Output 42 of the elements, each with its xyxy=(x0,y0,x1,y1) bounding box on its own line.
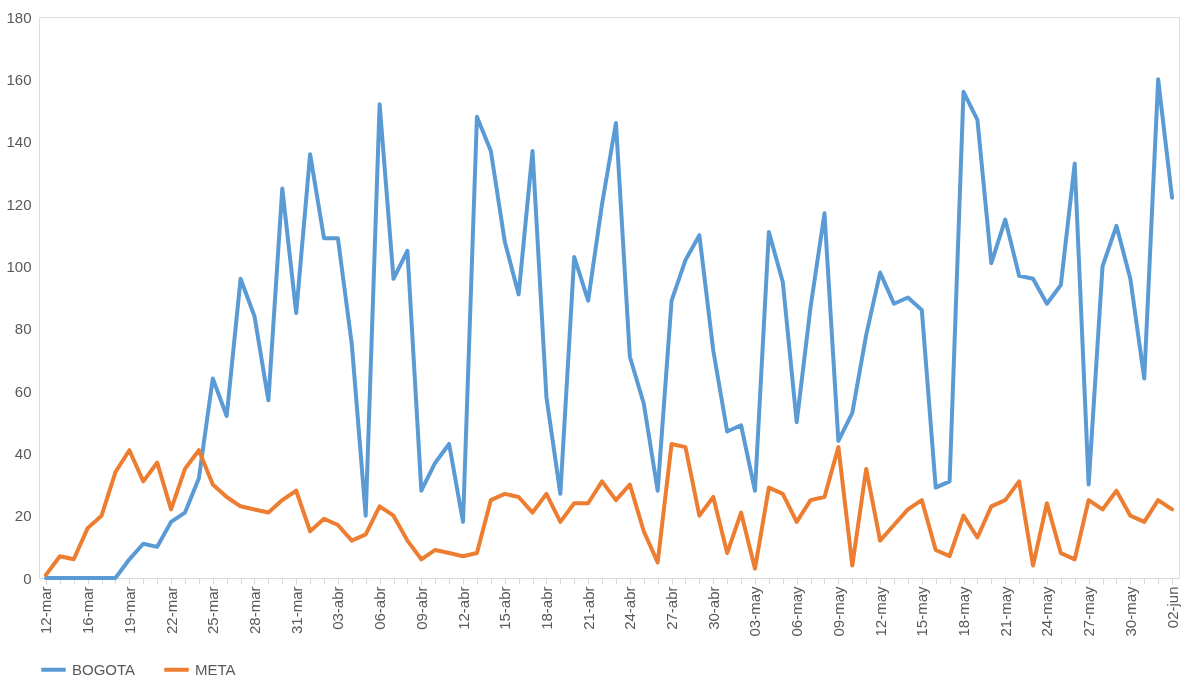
x-tick-label: 24-may xyxy=(1038,586,1056,637)
y-tick-label: 120 xyxy=(6,195,32,213)
x-tick-label: 28-mar xyxy=(245,586,263,635)
x-tick-label: 21-abr xyxy=(579,586,597,630)
x-tick-label: 31-mar xyxy=(287,586,305,635)
y-tick-label: 100 xyxy=(6,257,32,275)
x-tick-label: 24-abr xyxy=(621,586,639,630)
x-tick-label: 27-may xyxy=(1080,586,1098,637)
x-tick-label: 15-may xyxy=(913,586,931,637)
x-tick-label: 30-abr xyxy=(704,586,722,630)
y-tick-label: 20 xyxy=(14,507,32,525)
line-series xyxy=(43,441,1175,577)
x-tick-label: 27-abr xyxy=(663,586,681,630)
x-tick-label: 19-mar xyxy=(120,586,138,635)
x-tick-label: 06-abr xyxy=(371,586,389,630)
y-tick-label: 40 xyxy=(14,444,32,462)
x-tick-label: 22-mar xyxy=(162,586,180,635)
y-tick-label: 160 xyxy=(6,70,32,88)
x-tick-label: 15-abr xyxy=(496,586,514,630)
x-tick-label: 18-abr xyxy=(537,586,555,630)
y-tick-label: 60 xyxy=(14,382,32,400)
x-tick-label: 30-may xyxy=(1121,586,1139,637)
y-tick-label: 180 xyxy=(6,8,32,26)
x-tick-label: 18-may xyxy=(955,586,973,637)
y-tick-label: 80 xyxy=(14,320,32,338)
x-tick-label: 12-may xyxy=(871,586,889,637)
x-tick-label: 25-mar xyxy=(204,586,222,635)
x-tick-label: 09-abr xyxy=(412,586,430,630)
x-tick-label: 03-may xyxy=(746,586,764,637)
x-tick-label: 16-mar xyxy=(79,586,97,635)
y-tick-label: 0 xyxy=(23,569,32,587)
legend-label: BOGOTA xyxy=(72,660,136,678)
x-tick-label: 09-may xyxy=(829,586,847,637)
x-tick-label: 12-mar xyxy=(37,586,55,635)
x-tick-label: 21-may xyxy=(996,586,1014,637)
legend-label: META xyxy=(195,660,236,678)
line-series xyxy=(43,77,1175,580)
y-tick-label: 140 xyxy=(6,133,32,151)
x-tick-label: 06-may xyxy=(788,586,806,637)
x-tick-label: 12-abr xyxy=(454,586,472,630)
x-tick-label: 02-jun xyxy=(1163,586,1181,629)
x-tick-label: 03-abr xyxy=(329,586,347,630)
